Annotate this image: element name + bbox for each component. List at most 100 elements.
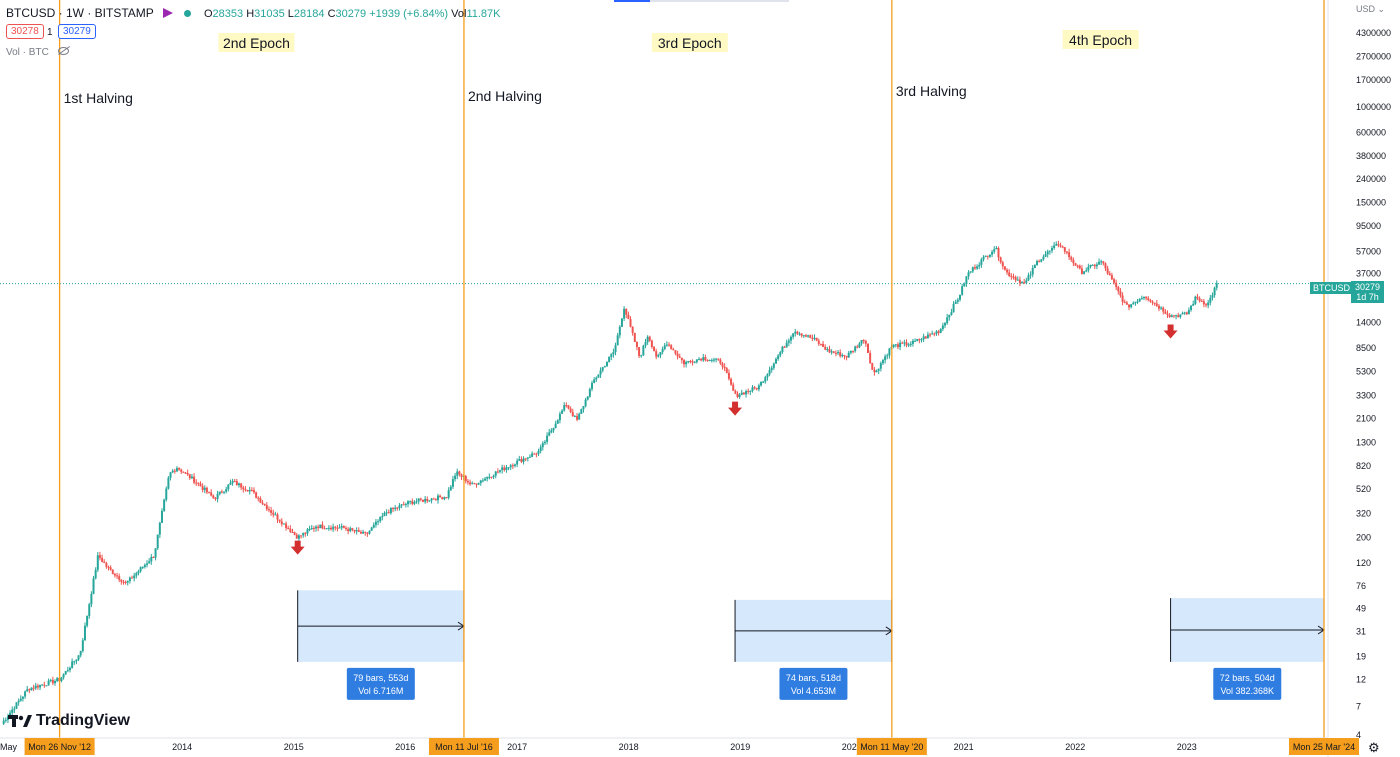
candle-body xyxy=(826,349,829,351)
candle-body xyxy=(1162,307,1165,312)
candle-body xyxy=(1138,299,1141,302)
candle-body xyxy=(460,474,463,477)
flag-icon[interactable] xyxy=(162,8,173,18)
candle-body xyxy=(924,336,927,339)
candle-body xyxy=(1074,263,1077,266)
candle-body xyxy=(124,581,127,583)
candle-body xyxy=(877,368,880,371)
candle-body xyxy=(578,413,581,420)
candle-body xyxy=(357,530,360,532)
candle-body xyxy=(828,349,831,353)
halving-date-tag-text: Mon 26 Nov '12 xyxy=(28,742,91,752)
candle-body xyxy=(387,512,390,514)
gear-icon[interactable]: ⚙ xyxy=(1368,740,1380,755)
candle-body xyxy=(1183,312,1186,314)
candle-body xyxy=(1136,301,1139,303)
candle-body xyxy=(505,467,508,470)
candle-body xyxy=(492,475,495,478)
candle-body xyxy=(261,502,264,504)
candle-body xyxy=(1123,301,1126,303)
top-toolbar-stub[interactable] xyxy=(614,0,789,2)
candle-body xyxy=(98,555,101,558)
ask-box[interactable]: 30279 xyxy=(58,24,96,39)
candle-body xyxy=(1021,282,1024,284)
price-tick-label: 2700000 xyxy=(1356,52,1391,62)
tradingview-logo[interactable]: TradingView xyxy=(8,712,130,730)
candle-body xyxy=(717,358,720,360)
candle-body xyxy=(351,528,354,530)
candle-body xyxy=(734,390,737,394)
candle-body xyxy=(259,498,262,503)
candle-body xyxy=(1140,298,1143,300)
candle-body xyxy=(143,564,146,567)
candle-body xyxy=(695,359,698,363)
candle-body xyxy=(802,335,805,337)
eye-hidden-icon[interactable] xyxy=(57,46,70,55)
candle-body xyxy=(116,575,119,577)
candle-body xyxy=(325,528,328,530)
halving-date-tag xyxy=(1289,738,1359,755)
candle-body xyxy=(466,481,469,483)
candle-body xyxy=(486,477,489,479)
candle-body xyxy=(757,385,760,390)
candle-body xyxy=(257,497,260,499)
candle-body xyxy=(862,340,865,342)
candle-body xyxy=(68,667,71,671)
currency-text: USD xyxy=(1356,4,1376,14)
candle-body xyxy=(479,480,482,484)
candle-body xyxy=(1023,282,1026,284)
candle-body xyxy=(952,303,955,313)
candle-body xyxy=(918,339,921,341)
candle-body xyxy=(503,467,506,470)
candle-body xyxy=(685,361,688,365)
candle-body xyxy=(139,567,142,572)
symbol-title[interactable]: BTCUSD · 1W · BITSTAMP xyxy=(6,6,154,20)
candle-body xyxy=(1100,261,1103,263)
epoch-label-bg xyxy=(651,33,728,52)
price-tick-label: 150000 xyxy=(1356,198,1386,208)
candle-body xyxy=(894,344,897,346)
candle-body xyxy=(901,342,904,344)
chevron-down-icon: ⌄ xyxy=(1375,4,1386,14)
candle-body xyxy=(1192,303,1195,306)
candle-body xyxy=(742,392,745,395)
candle-body xyxy=(727,372,730,379)
candle-body xyxy=(565,405,568,407)
bid-box[interactable]: 30278 xyxy=(6,24,44,39)
candle-body xyxy=(1046,251,1049,255)
candle-body xyxy=(1080,268,1083,274)
candle-body xyxy=(96,555,99,570)
candle-body xyxy=(216,493,219,499)
candle-body xyxy=(753,387,756,389)
candle-body xyxy=(708,360,711,362)
price-tick-label: 95000 xyxy=(1356,221,1381,231)
candle-body xyxy=(342,526,345,528)
candle-body xyxy=(601,367,604,371)
candle-body xyxy=(593,379,596,383)
candle-body xyxy=(1155,303,1158,306)
candle-body xyxy=(287,527,290,529)
candle-body xyxy=(86,616,89,626)
candle-body xyxy=(113,573,116,576)
candle-body xyxy=(246,490,249,492)
candle-body xyxy=(291,532,294,534)
candle-body xyxy=(353,529,356,532)
candle-body xyxy=(984,255,987,257)
candle-body xyxy=(700,358,703,361)
candle-body xyxy=(881,360,884,364)
candle-body xyxy=(362,531,365,534)
candle-body xyxy=(531,453,534,457)
candle-body xyxy=(710,360,713,362)
currency-label[interactable]: USD ⌄ xyxy=(1356,4,1385,15)
candle-body xyxy=(1108,273,1111,276)
price-badge-symbol: BTCUSD xyxy=(1310,282,1354,294)
candle-body xyxy=(657,355,660,357)
candle-body xyxy=(520,459,523,462)
volume-study-label: Vol · BTC xyxy=(6,46,70,58)
halving-date-tag xyxy=(428,738,499,755)
candle-body xyxy=(796,331,799,334)
candle-body xyxy=(755,388,758,390)
candle-body xyxy=(749,390,752,392)
date-range-bars-label: 79 bars, 553d xyxy=(353,673,408,683)
